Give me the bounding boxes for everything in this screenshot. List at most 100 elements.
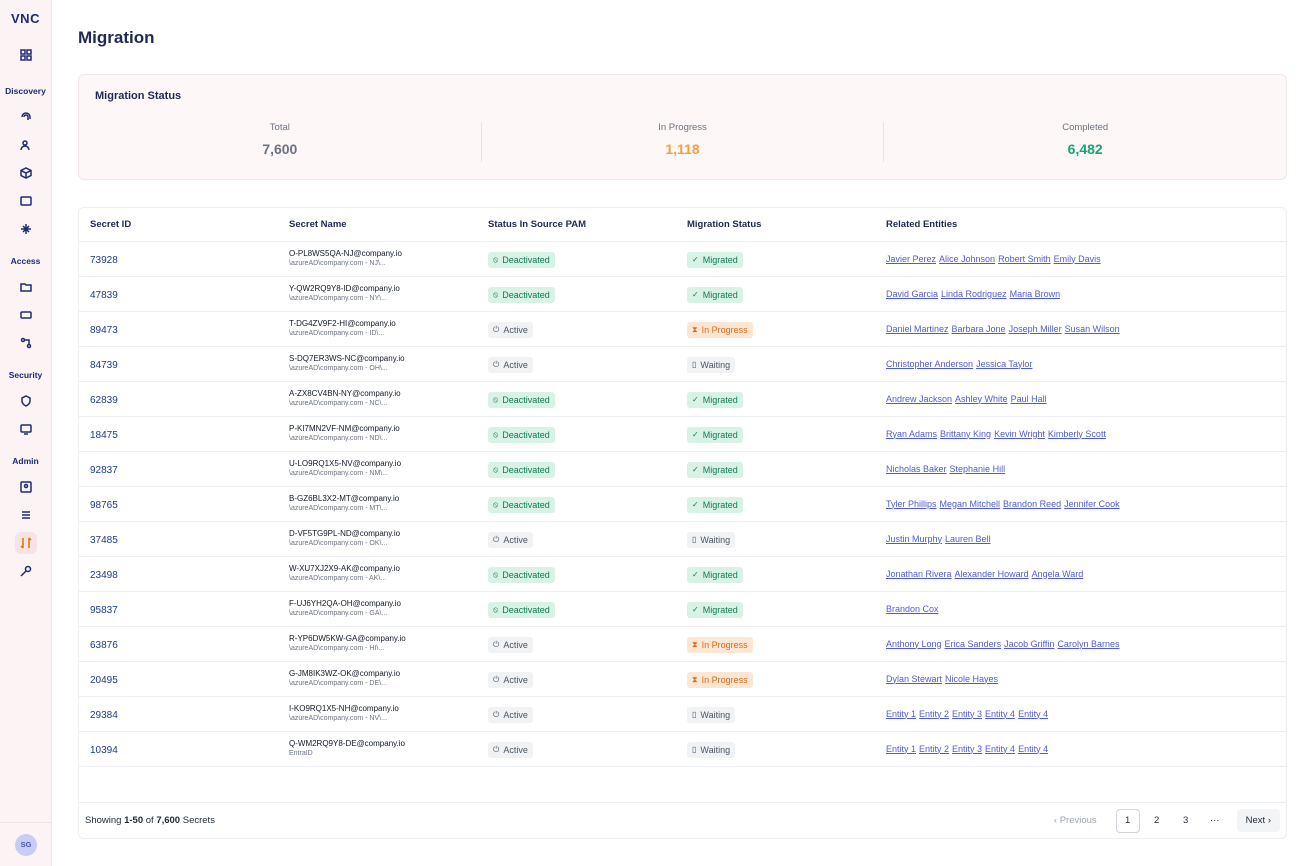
header-secret-name[interactable]: Secret Name <box>278 208 477 242</box>
related-entity-link[interactable]: Barbara Jone <box>951 323 1006 334</box>
related-entity-link[interactable]: Entity 4 <box>1018 743 1049 754</box>
previous-button[interactable]: ‹ Previous <box>1053 815 1097 826</box>
related-entity-link[interactable]: Nicole Hayes <box>945 673 999 684</box>
related-entity-link[interactable]: Maria Brown <box>1009 288 1061 299</box>
table-row[interactable]: 89473 T-DG4ZV9F2-HI@company.io \azureAD\co… <box>79 311 1286 347</box>
related-entity-link[interactable]: Lauren Bell <box>945 533 991 544</box>
cell-migration-status: ⧗ In Progress <box>676 311 875 347</box>
related-entity-link[interactable]: Kevin Wright <box>994 428 1045 439</box>
table-row[interactable]: 20495 G-JM8IK3WZ-OK@company.io \azureAD\co… <box>79 661 1286 697</box>
related-entity-link[interactable]: Entity 4 <box>985 708 1016 719</box>
related-entity-link[interactable]: Andrew Jackson <box>886 393 953 404</box>
related-entity-link[interactable]: Robert Smith <box>998 253 1051 264</box>
table-row[interactable]: 98765 B-GZ6BL3X2-MT@company.io \azureAD\co… <box>79 486 1286 522</box>
related-entity-link[interactable]: Christopher Anderson <box>886 358 974 369</box>
table-row[interactable]: 63876 R-YP6DW5KW-GA@company.io \azureAD\co… <box>79 626 1286 662</box>
table-row[interactable]: 95837 F-UJ6YH2QA-OH@company.io \azureAD\co… <box>79 591 1286 627</box>
header-related-entities[interactable]: Related Entities <box>875 208 1286 242</box>
table-row[interactable]: 23498 W-XU7XJ2X9-AK@company.io \azureAD\co… <box>79 556 1286 592</box>
related-entity-link[interactable]: Justin Murphy <box>886 533 943 544</box>
related-entity-link[interactable]: Jessica Taylor <box>976 358 1033 369</box>
related-entity-link[interactable]: Entity 3 <box>952 708 983 719</box>
cell-migration-status: ▯ Waiting <box>676 521 875 557</box>
app-logo: VNC <box>11 11 40 26</box>
related-entity-link[interactable]: David Garcia <box>886 288 939 299</box>
header-secret-id[interactable]: Secret ID <box>79 208 278 242</box>
related-entity-link[interactable]: Jacob Griffin <box>1004 638 1055 649</box>
related-entity-link[interactable]: Jonathan Rivera <box>886 568 952 579</box>
related-entity-link[interactable]: Tyler Phillips <box>886 498 937 509</box>
table-row[interactable]: 37485 D-VF5TG9PL-ND@company.io \azureAD\co… <box>79 521 1286 557</box>
table-row[interactable]: 18475 P-KI7MN2VF-NM@company.io \azureAD\co… <box>79 416 1286 452</box>
source-status-badge: ⏻ Active <box>488 672 533 688</box>
users-icon[interactable] <box>15 134 37 156</box>
related-entity-link[interactable]: Megan Mitchell <box>939 498 1001 509</box>
related-entity-link[interactable]: Entity 1 <box>886 708 917 719</box>
related-entity-link[interactable]: Nicholas Baker <box>886 463 947 474</box>
page-3-button[interactable]: 3 <box>1183 815 1189 826</box>
secret-id: 47839 <box>90 289 118 301</box>
related-entity-link[interactable]: Javier Perez <box>886 253 937 264</box>
related-entity-link[interactable]: Entity 4 <box>1018 708 1049 719</box>
sidebar-section-access: Access <box>10 256 41 266</box>
more-pages-ellipsis[interactable]: ··· <box>1209 815 1220 826</box>
page-2-button[interactable]: 2 <box>1154 815 1160 826</box>
related-entity-link[interactable]: Erica Sanders <box>944 638 1002 649</box>
key-icon[interactable] <box>15 560 37 582</box>
monitor-icon[interactable] <box>15 418 37 440</box>
dashboard-icon[interactable] <box>15 44 37 66</box>
table-row[interactable]: 73928 O-PL8WS5QA-NJ@company.io \azureAD\co… <box>79 241 1286 277</box>
related-entity-link[interactable]: Ryan Adams <box>886 428 938 439</box>
related-entity-link[interactable]: Brandon Cox <box>886 603 939 614</box>
related-entity-link[interactable]: Alexander Howard <box>954 568 1029 579</box>
migration-status-badge: ✓ Migrated <box>687 426 743 443</box>
table-row[interactable]: 62839 A-ZX8CV4BN-NY@company.io \azureAD\co… <box>79 381 1286 417</box>
related-entity-link[interactable]: Entity 3 <box>952 743 983 754</box>
shield-icon[interactable] <box>15 390 37 412</box>
related-entity-link[interactable]: Entity 4 <box>985 743 1016 754</box>
related-entity-link[interactable]: Daniel Martinez <box>886 323 949 334</box>
related-entity-link[interactable]: Paul Hall <box>1010 393 1047 404</box>
related-entity-link[interactable]: Kimberly Scott <box>1047 428 1106 439</box>
related-entity-link[interactable]: Susan Wilson <box>1064 323 1120 334</box>
related-entity-link[interactable]: Entity 2 <box>919 708 950 719</box>
related-entity-link[interactable]: Dylan Stewart <box>886 673 943 684</box>
table-row[interactable]: 47839 Y-QW2RQ9Y8-ID@company.io \azureAD\co… <box>79 276 1286 312</box>
migration-status-badge: ▯ Waiting <box>687 356 736 373</box>
related-entity-link[interactable]: Angela Ward <box>1031 568 1084 579</box>
cell-source-status: ⏻ Active <box>477 731 676 767</box>
fingerprint-icon[interactable] <box>15 106 37 128</box>
cube-icon[interactable] <box>15 162 37 184</box>
list-icon[interactable] <box>15 504 37 526</box>
related-entity-link[interactable]: Jennifer Cook <box>1064 498 1120 509</box>
stat-completed-label: Completed <box>1062 122 1109 133</box>
related-entity-link[interactable]: Emily Davis <box>1053 253 1101 264</box>
related-entity-link[interactable]: Joseph Miller <box>1008 323 1062 334</box>
related-entity-link[interactable]: Brittany King <box>940 428 992 439</box>
folder-icon[interactable] <box>15 276 37 298</box>
flow-icon[interactable] <box>15 332 37 354</box>
table-row[interactable]: 29384 I-KO9RQ1X5-NH@company.io \azureAD\co… <box>79 696 1286 732</box>
avatar[interactable]: SG <box>15 833 37 856</box>
related-entity-link[interactable]: Anthony Long <box>886 638 942 649</box>
related-entity-link[interactable]: Stephanie Hill <box>949 463 1006 474</box>
related-entity-link[interactable]: Alice Johnson <box>939 253 996 264</box>
migration-icon[interactable] <box>14 532 37 554</box>
related-entity-link[interactable]: Linda Rodriguez <box>941 288 1007 299</box>
header-migration-status[interactable]: Migration Status <box>676 208 875 242</box>
related-entity-link[interactable]: Carolyn Barnes <box>1057 638 1120 649</box>
sparkle-icon[interactable] <box>15 218 37 240</box>
related-entity-link[interactable]: Ashley White <box>955 393 1008 404</box>
page-1-button[interactable]: 1 <box>1115 808 1140 833</box>
table-row[interactable]: 92837 U-LO9RQ1X5-NV@company.io \azureAD\co… <box>79 451 1286 487</box>
related-entity-link[interactable]: Entity 1 <box>886 743 917 754</box>
related-entity-link[interactable]: Entity 2 <box>919 743 950 754</box>
table-row[interactable]: 84739 S-DQ7ER3WS-NC@company.io \azureAD\co… <box>79 346 1286 382</box>
header-source-status[interactable]: Status In Source PAM <box>477 208 676 242</box>
ticket-icon[interactable] <box>15 304 37 326</box>
window-icon[interactable] <box>15 190 37 212</box>
id-card-icon[interactable] <box>15 476 37 498</box>
related-entity-link[interactable]: Brandon Reed <box>1003 498 1062 509</box>
table-row[interactable]: 10394 Q-WM2RQ9Y8-DE@company.io EntraID ⏻ Act… <box>79 731 1286 767</box>
next-button[interactable]: Next › <box>1236 809 1280 832</box>
